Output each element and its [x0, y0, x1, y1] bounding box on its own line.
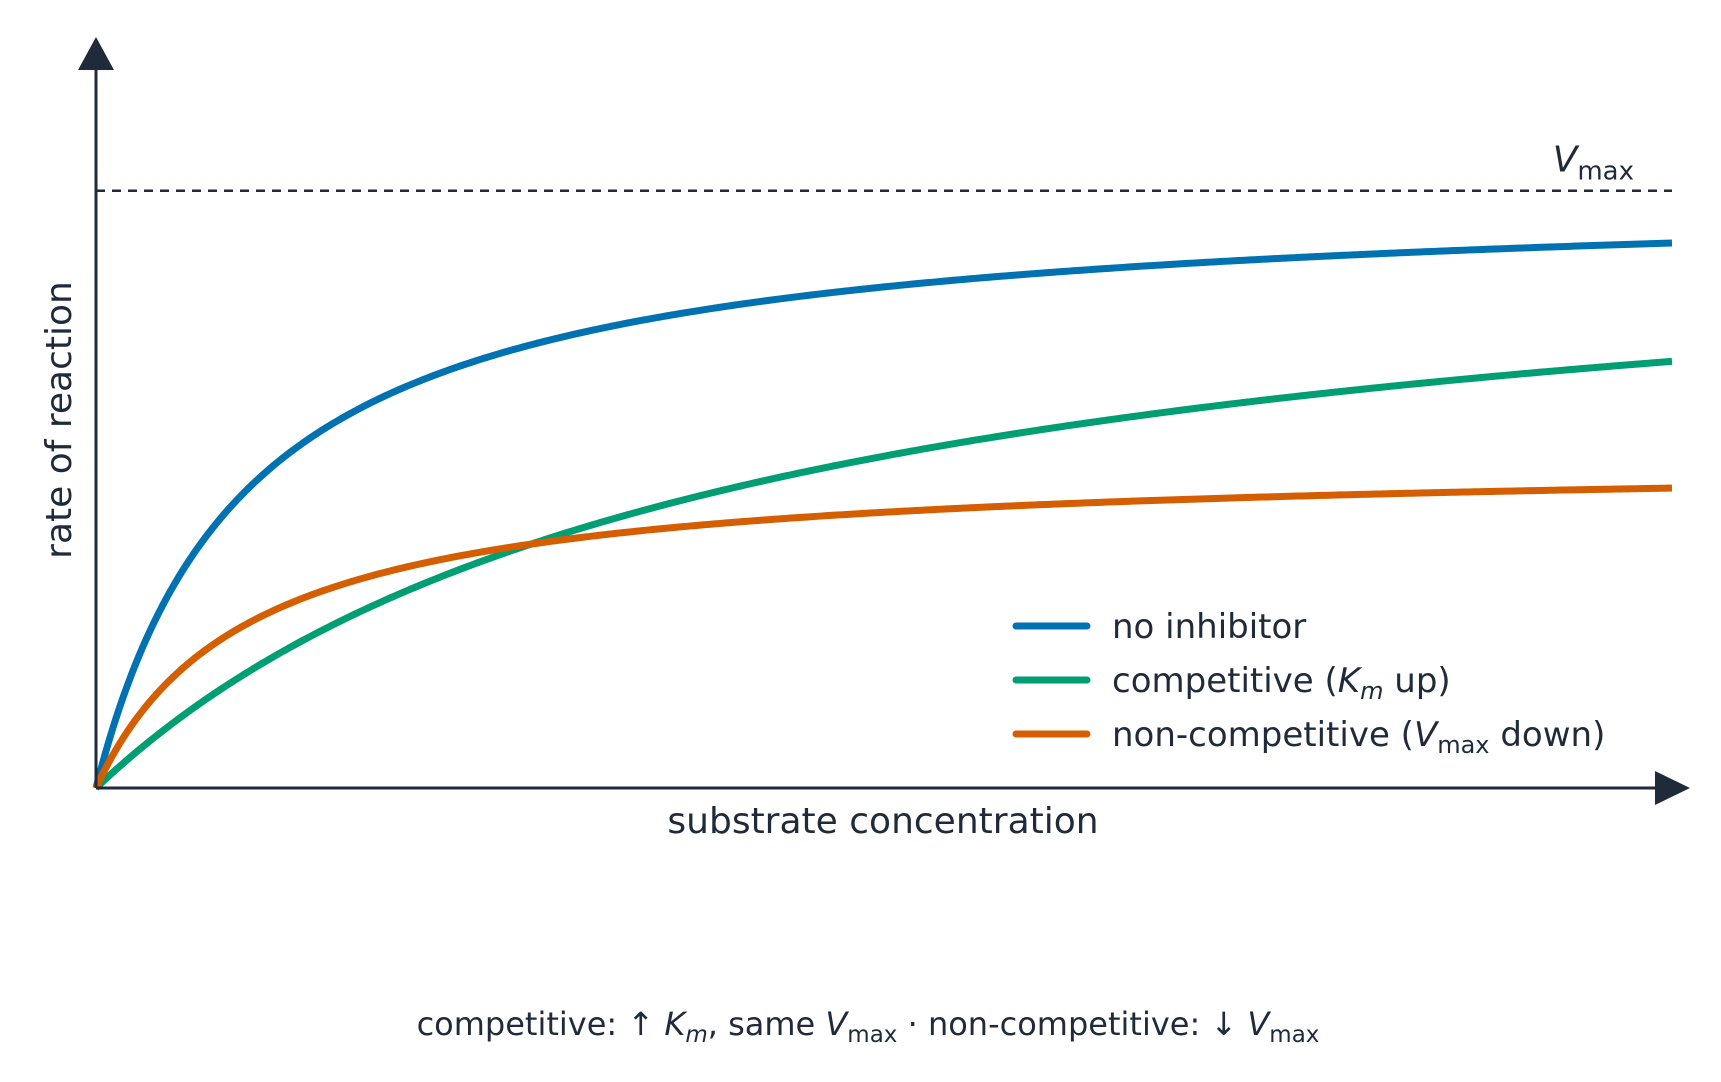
series-line-1: [93, 357, 1673, 791]
curves-layer: [92, 239, 1673, 791]
legend-label-2: non-competitive (Vmax down): [1112, 715, 1605, 759]
x-axis-arrowhead: [1655, 771, 1690, 805]
series-line-0: [92, 239, 1673, 789]
y-axis-label: rate of reaction: [39, 281, 80, 559]
x-axis-label: substrate concentration: [667, 801, 1098, 842]
vmax-label: Vmax: [1553, 140, 1634, 187]
y-axis-arrowhead: [78, 37, 114, 70]
series-line-2: [92, 484, 1673, 790]
footnote: competitive: ↑ Km, same Vmax · non-compe…: [417, 1005, 1320, 1048]
legend-label-1: competitive (Km up): [1112, 661, 1451, 705]
legend-label-0: no inhibitor: [1112, 607, 1306, 647]
legend: no inhibitor competitive (Km up) non-compe…: [1012, 607, 1605, 759]
